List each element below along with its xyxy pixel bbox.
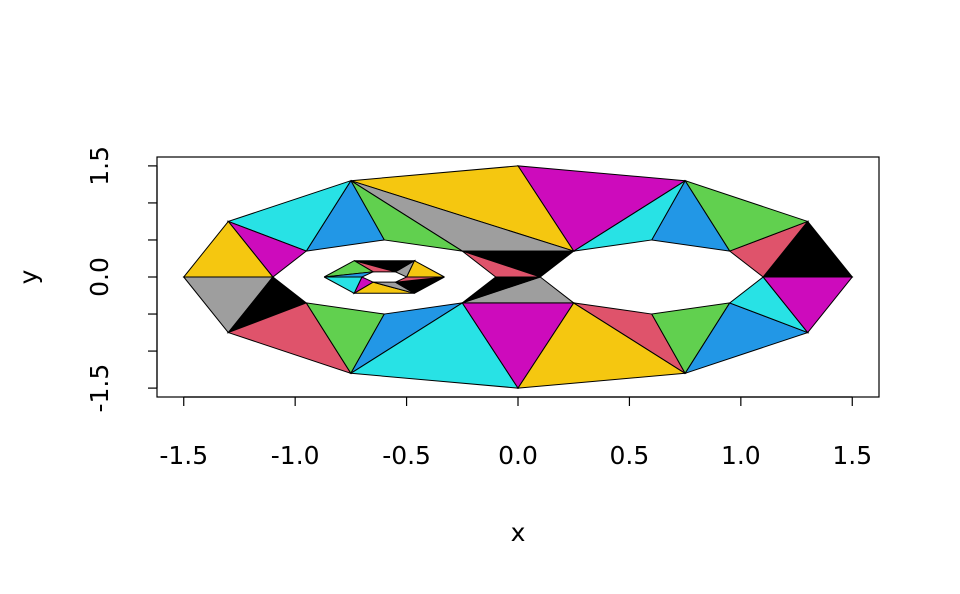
x-tick-label: -1.5 [159,441,208,470]
triangle [762,276,854,334]
y-tick-label: 0.0 [85,257,114,297]
x-tick-label: 0.5 [610,441,650,470]
y-tick-label: 1.5 [85,146,114,186]
triangle [395,276,445,283]
y-tick-label: -1.5 [85,364,114,413]
triangle [461,276,541,304]
y-axis-label: y [14,269,43,284]
x-tick-label: 1.5 [832,441,872,470]
x-tick-label: -0.5 [382,441,431,470]
x-axis-label: x [511,518,526,547]
x-tick-label: 0.0 [498,441,538,470]
x-tick-label: 1.0 [721,441,761,470]
x-tick-label: -1.0 [271,441,320,470]
